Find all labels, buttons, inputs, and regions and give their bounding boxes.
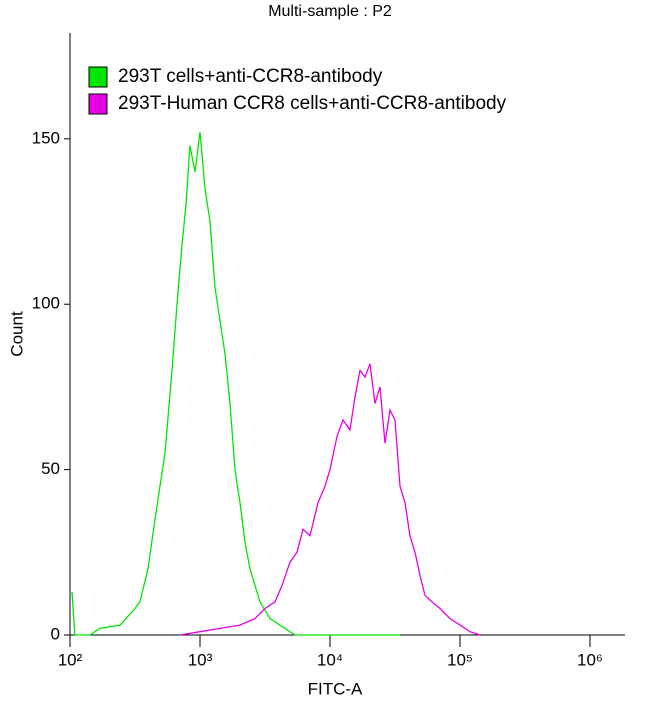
x-tick-label: 10⁴: [317, 650, 343, 669]
x-tick-label: 10³: [188, 650, 213, 669]
chart-title: Multi-sample : P2: [268, 3, 392, 20]
legend-swatch: [88, 66, 108, 88]
x-tick-label: 10⁶: [577, 650, 603, 669]
y-tick-label: 100: [32, 294, 60, 313]
legend-swatch: [88, 93, 108, 115]
y-tick-label: 150: [32, 128, 60, 147]
y-axis-label: Count: [7, 311, 26, 357]
series-line: [71, 132, 400, 636]
y-tick-label: 0: [51, 624, 60, 643]
x-axis-label: FITC-A: [308, 679, 363, 698]
series-line: [179, 363, 481, 636]
x-tick-label: 10²: [58, 650, 83, 669]
legend-label: 293T cells+anti-CCR8-antibody: [118, 66, 383, 87]
y-tick-label: 50: [41, 459, 60, 478]
legend-label: 293T-Human CCR8 cells+anti-CCR8-antibody: [118, 93, 507, 114]
x-tick-label: 10⁵: [447, 650, 473, 669]
